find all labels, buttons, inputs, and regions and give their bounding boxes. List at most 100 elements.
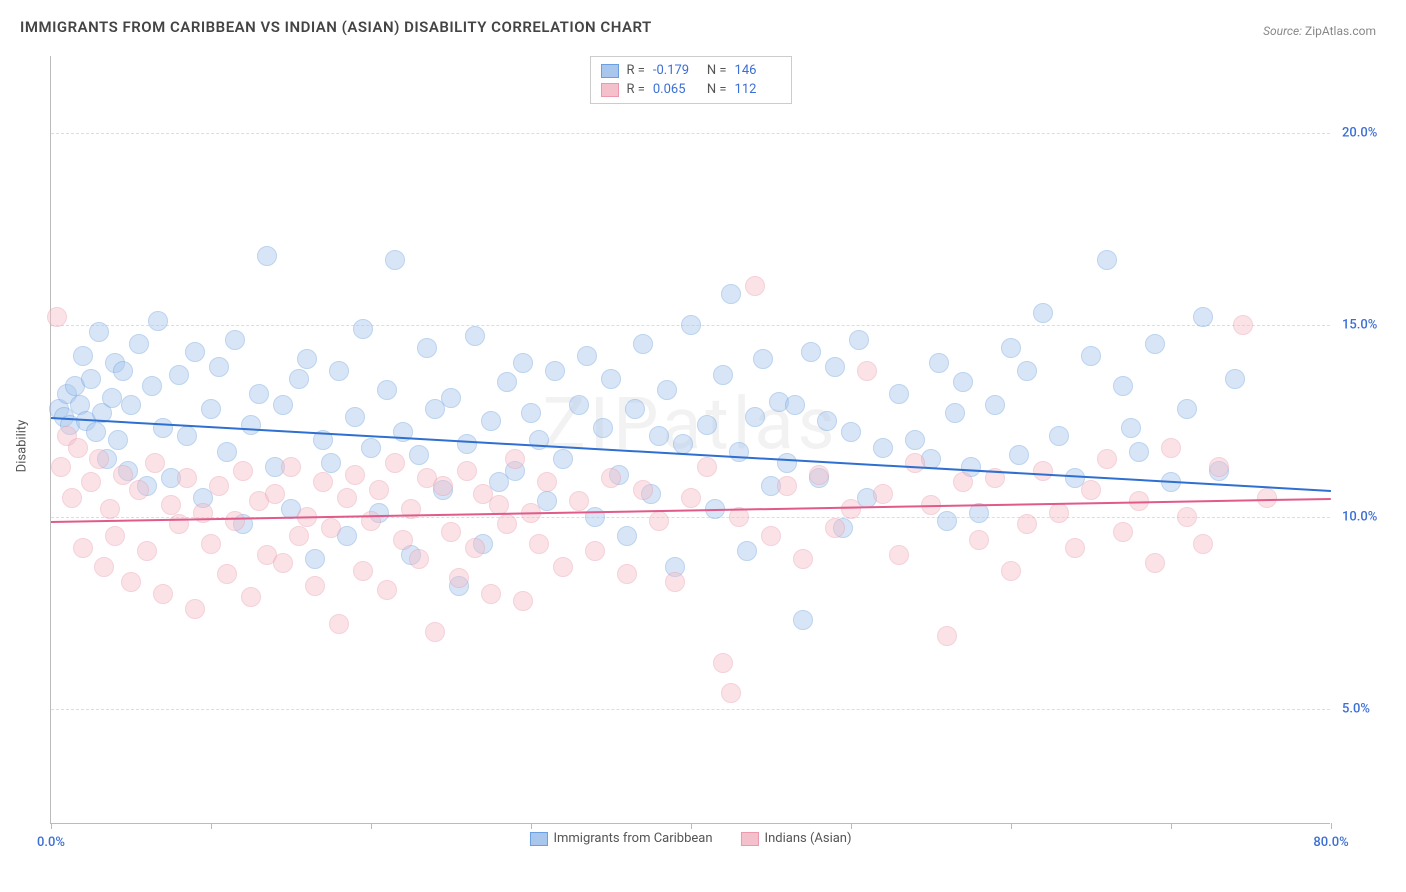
data-point [953,472,973,492]
data-point [785,395,805,415]
data-point [337,488,357,508]
y-axis-title: Disability [15,420,30,473]
data-point [1145,334,1165,354]
data-point [857,361,877,381]
data-point [329,614,349,634]
data-point [169,514,189,534]
data-point [81,472,101,492]
data-point [305,576,325,596]
data-point [873,438,893,458]
chart-title: IMMIGRANTS FROM CARIBBEAN VS INDIAN (ASI… [20,18,652,36]
data-point [945,403,965,423]
data-point [1121,418,1141,438]
data-point [937,511,957,531]
data-point [593,418,613,438]
x-tick [851,823,852,829]
stat-r-value: 0.065 [653,82,699,97]
data-point [273,395,293,415]
stat-r-label: R = [626,82,644,97]
data-point [825,357,845,377]
data-point [457,461,477,481]
stats-legend-box: R =-0.179N =146R =0.065N =112 [589,56,791,104]
data-point [953,372,973,392]
data-point [1097,250,1117,270]
data-point [305,549,325,569]
data-point [377,380,397,400]
stat-n-value: 112 [735,82,781,97]
data-point [1009,445,1029,465]
data-point [297,349,317,369]
data-point [585,541,605,561]
legend-label: Indians (Asian) [765,831,852,846]
data-point [177,426,197,446]
data-point [409,445,429,465]
data-point [1065,538,1085,558]
data-point [793,549,813,569]
legend-item: Immigrants from Caribbean [529,831,712,846]
data-point [94,557,114,577]
data-point [761,526,781,546]
data-point [905,430,925,450]
data-point [241,587,261,607]
data-point [545,361,565,381]
x-tick-label: 0.0% [37,835,65,850]
data-point [361,438,381,458]
data-point [481,411,501,431]
data-point [873,484,893,504]
data-point [225,330,245,350]
data-point [113,361,133,381]
data-point [441,522,461,542]
data-point [537,472,557,492]
stats-row: R =0.065N =112 [600,80,780,99]
data-point [1017,514,1037,534]
data-point [809,465,829,485]
data-point [1193,307,1213,327]
data-point [1113,522,1133,542]
data-point [105,526,125,546]
data-point [177,468,197,488]
data-point [841,499,861,519]
y-tick-label: 10.0% [1342,509,1402,524]
data-point [233,461,253,481]
data-point [393,530,413,550]
data-point [249,384,269,404]
x-tick [1171,823,1172,829]
data-point [681,315,701,335]
stat-r-label: R = [626,63,644,78]
data-point [148,311,168,331]
data-point [1033,303,1053,323]
data-point [681,488,701,508]
data-point [1001,561,1021,581]
data-point [353,561,373,581]
data-point [153,584,173,604]
data-point [905,453,925,473]
data-point [1049,426,1069,446]
data-point [721,284,741,304]
data-point [209,357,229,377]
bottom-legend: Immigrants from Caribbean Indians (Asian) [529,831,851,846]
data-point [102,388,122,408]
data-point [417,338,437,358]
data-point [937,626,957,646]
data-point [617,564,637,584]
data-point [513,591,533,611]
legend-swatch [600,83,618,97]
data-point [1033,461,1053,481]
data-point [425,622,445,642]
data-point [673,434,693,454]
data-point [129,480,149,500]
legend-swatch [529,832,547,846]
data-point [929,353,949,373]
data-point [625,399,645,419]
data-point [201,399,221,419]
data-point [257,246,277,266]
data-point [889,545,909,565]
data-point [649,511,669,531]
data-point [81,369,101,389]
data-point [585,507,605,527]
plot-area: ZIPatlas R =-0.179N =146R =0.065N =112 I… [50,56,1330,824]
data-point [1257,488,1277,508]
data-point [217,442,237,462]
data-point [601,369,621,389]
data-point [225,511,245,531]
